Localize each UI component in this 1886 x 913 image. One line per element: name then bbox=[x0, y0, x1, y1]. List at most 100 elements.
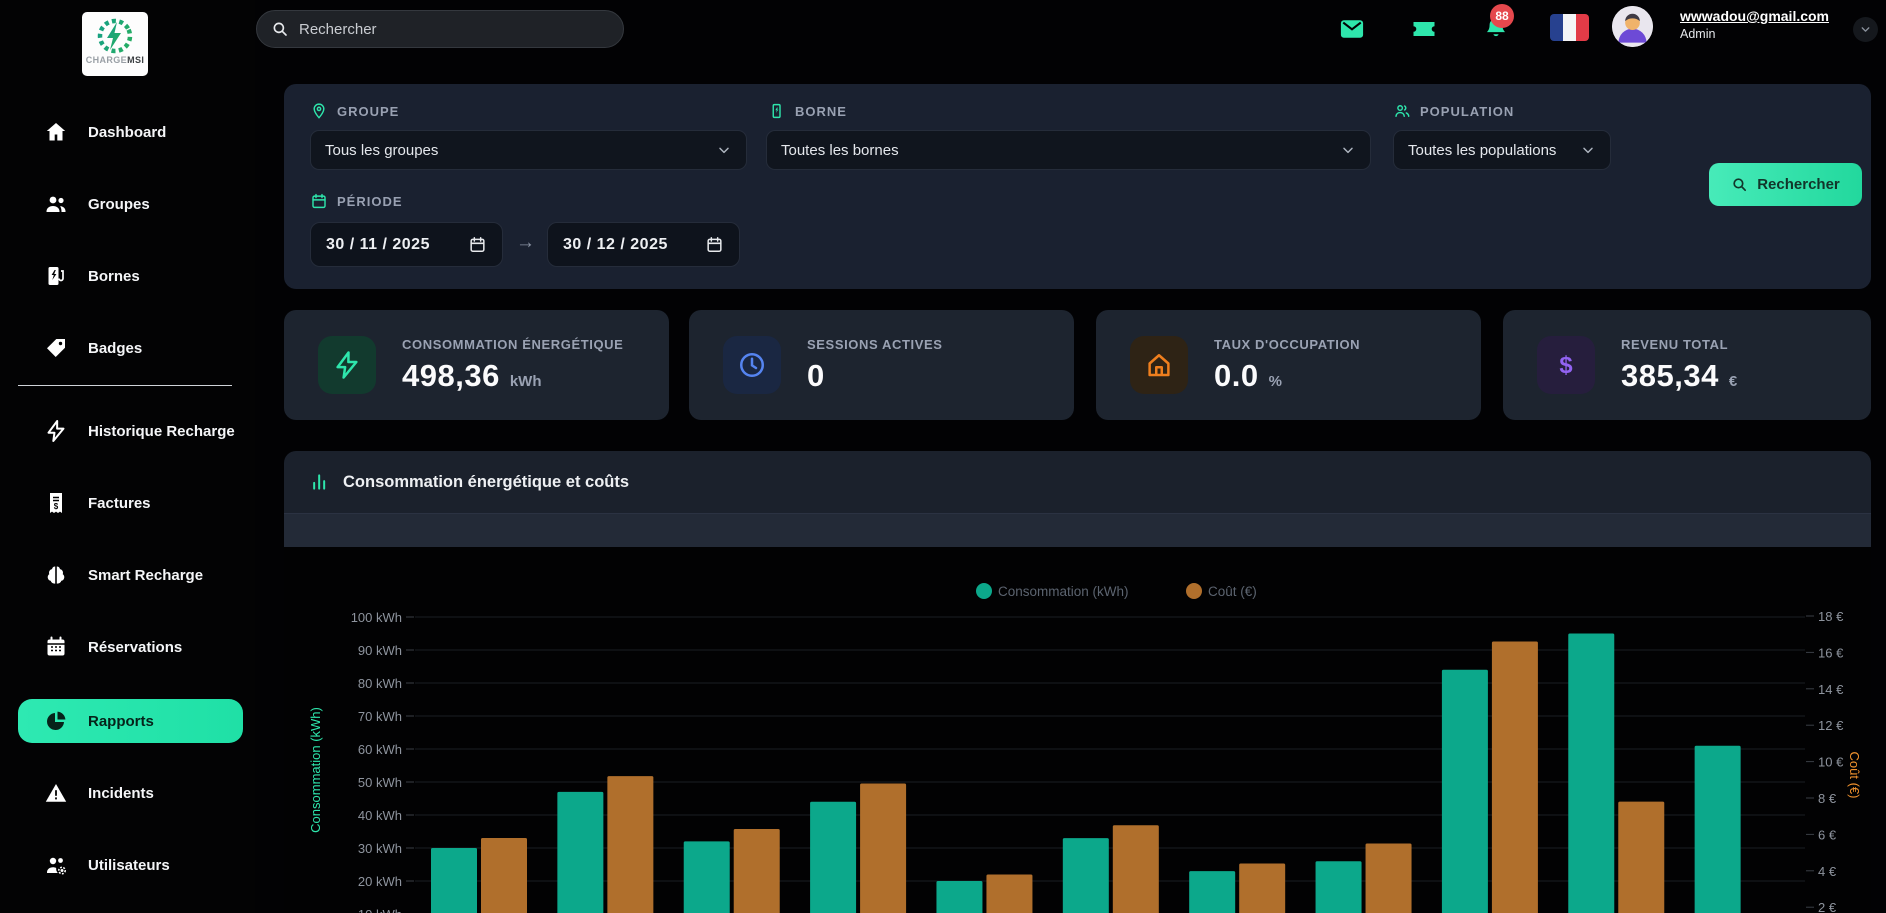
chevron-down-icon bbox=[1861, 27, 1870, 32]
stat-card-taux-d-occupation: TAUX D'OCCUPATION 0.0% bbox=[1096, 310, 1481, 420]
bar-cout bbox=[481, 838, 527, 913]
legend-swatch-consommation[interactable] bbox=[976, 583, 992, 599]
bar-cout bbox=[607, 776, 654, 913]
sidebar-item-rapports[interactable]: Rapports bbox=[18, 699, 243, 743]
bar-consommation bbox=[557, 791, 604, 913]
stat-value: 0.0 bbox=[1214, 357, 1259, 393]
calendar-icon bbox=[310, 192, 328, 210]
bar-consommation bbox=[431, 848, 477, 913]
date-from-input[interactable]: 30 / 11 / 2025 bbox=[310, 222, 503, 267]
language-flag-france[interactable] bbox=[1550, 14, 1589, 41]
stat-value: 0 bbox=[807, 357, 825, 393]
search-icon bbox=[273, 22, 287, 36]
chevron-down-icon bbox=[1580, 142, 1596, 158]
bar-consommation bbox=[810, 801, 857, 913]
bar-cout bbox=[1618, 801, 1665, 913]
sidebar-item-label: Utilisateurs bbox=[88, 856, 170, 874]
borne-label-text: BORNE bbox=[795, 103, 847, 119]
borne-select-value: Toutes les bornes bbox=[781, 141, 899, 159]
search-icon bbox=[1733, 178, 1747, 192]
tag-icon bbox=[44, 336, 68, 360]
sidebar-item-label: Badges bbox=[88, 339, 143, 357]
chart-card: Consommation énergétique et coûts 10 kWh… bbox=[284, 451, 1871, 913]
borne-filter-label: BORNE bbox=[768, 102, 847, 120]
user-email[interactable]: wwwadou@gmail.com bbox=[1680, 8, 1830, 24]
app-logo[interactable]: CHARGEMSI bbox=[82, 12, 148, 76]
periode-filter-label: PÉRIODE bbox=[310, 192, 403, 210]
groupe-select[interactable]: Tous les groupes bbox=[310, 130, 747, 170]
bolt-icon bbox=[44, 419, 68, 443]
sidebar-item-label: Bornes bbox=[88, 267, 140, 285]
sidebar-item-historique-recharge[interactable]: Historique Recharge bbox=[0, 409, 255, 453]
left-axis-title: Consommation (kWh) bbox=[308, 707, 323, 833]
borne-select[interactable]: Toutes les bornes bbox=[766, 130, 1371, 170]
right-axis-tick-label: 14 € bbox=[1818, 682, 1844, 697]
search-input-wrapper[interactable] bbox=[256, 10, 624, 48]
legend-swatch-cout[interactable] bbox=[1186, 583, 1202, 599]
messages-button[interactable] bbox=[1338, 15, 1366, 43]
flag-white-band bbox=[1563, 14, 1576, 41]
clock-icon bbox=[723, 336, 781, 394]
sidebar-item-groupes[interactable]: Groupes bbox=[0, 182, 255, 226]
date-to-input[interactable]: 30 / 12 / 2025 bbox=[547, 222, 740, 267]
ticket-icon bbox=[1413, 22, 1435, 36]
right-axis-title: Coût (€) bbox=[1847, 752, 1862, 799]
sidebar-item-dashboard[interactable]: Dashboard bbox=[0, 110, 255, 154]
home-icon bbox=[44, 120, 68, 144]
sidebar-item-label: Historique Recharge bbox=[88, 422, 235, 440]
chart-title: Consommation énergétique et coûts bbox=[343, 472, 630, 491]
rechercher-button[interactable]: Rechercher bbox=[1709, 163, 1862, 206]
sidebar-item-label: Réservations bbox=[88, 638, 183, 656]
left-axis-tick-label: 70 kWh bbox=[358, 709, 402, 724]
search-input[interactable] bbox=[299, 20, 609, 38]
svg-text:$: $ bbox=[54, 502, 59, 511]
periode-label-text: PÉRIODE bbox=[337, 193, 403, 209]
date-from-value: 30 / 11 / 2025 bbox=[326, 235, 430, 253]
station-icon bbox=[44, 264, 68, 288]
tickets-button[interactable] bbox=[1410, 15, 1438, 43]
sidebar-item-incidents[interactable]: Incidents bbox=[0, 771, 255, 815]
sidebar-item-factures[interactable]: $ Factures bbox=[0, 481, 255, 525]
dollar-icon: $ bbox=[1537, 336, 1595, 394]
rechercher-button-label: Rechercher bbox=[1757, 176, 1840, 193]
sidebar-item-badges[interactable]: Badges bbox=[0, 326, 255, 370]
logo-text: CHARGEMSI bbox=[85, 55, 145, 65]
stat-unit: % bbox=[1268, 372, 1282, 390]
sidebar-item-bornes[interactable]: Bornes bbox=[0, 254, 255, 298]
sidebar-item-r-servations[interactable]: Réservations bbox=[0, 625, 255, 669]
left-axis-tick-label: 20 kWh bbox=[358, 874, 402, 889]
population-select[interactable]: Toutes les populations bbox=[1393, 130, 1611, 170]
user-menu-button[interactable] bbox=[1853, 17, 1878, 42]
legend-label-consommation[interactable]: Consommation (kWh) bbox=[998, 584, 1129, 599]
charge-msi-logo-icon bbox=[97, 18, 133, 54]
user-info[interactable]: wwwadou@gmail.com Admin bbox=[1680, 8, 1829, 41]
bar-cout bbox=[1112, 825, 1159, 913]
bar-cout bbox=[1365, 843, 1412, 913]
right-axis-tick-label: 8 € bbox=[1818, 791, 1837, 806]
people-icon bbox=[1393, 102, 1411, 120]
left-axis-tick-label: 40 kWh bbox=[358, 808, 402, 823]
stat-card-sessions-actives: SESSIONS ACTIVES 0 bbox=[689, 310, 1074, 420]
right-axis-tick-label: 6 € bbox=[1818, 827, 1837, 842]
date-to-value: 30 / 12 / 2025 bbox=[563, 235, 668, 253]
stat-unit: kWh bbox=[509, 372, 542, 390]
bar-cout bbox=[986, 874, 1033, 913]
calendar-icon bbox=[44, 635, 68, 659]
calendar-icon bbox=[705, 235, 724, 254]
sidebar-item-label: Smart Recharge bbox=[88, 566, 204, 584]
avatar[interactable] bbox=[1612, 6, 1653, 47]
left-axis-tick-label: 30 kWh bbox=[358, 841, 402, 856]
legend-label-cout[interactable]: Coût (€) bbox=[1208, 584, 1257, 599]
population-filter-label: POPULATION bbox=[1393, 102, 1514, 120]
sidebar-item-label: Incidents bbox=[88, 784, 154, 802]
stat-card-consommation-nerg-tique: CONSOMMATION ÉNERGÉTIQUE 498,36 kWh bbox=[284, 310, 669, 420]
population-select-value: Toutes les populations bbox=[1408, 141, 1557, 159]
sidebar-item-utilisateurs[interactable]: Utilisateurs bbox=[0, 843, 255, 887]
sidebar-item-smart-recharge[interactable]: Smart Recharge bbox=[0, 553, 255, 597]
stat-label: REVENU TOTAL bbox=[1621, 336, 1729, 352]
bar-cout bbox=[1491, 641, 1538, 913]
bar-cout bbox=[733, 828, 780, 913]
users-icon bbox=[44, 192, 68, 216]
topbar: 88 wwwadou@gmail.com Admin bbox=[0, 0, 1886, 63]
right-axis-tick-label: 4 € bbox=[1818, 864, 1837, 879]
